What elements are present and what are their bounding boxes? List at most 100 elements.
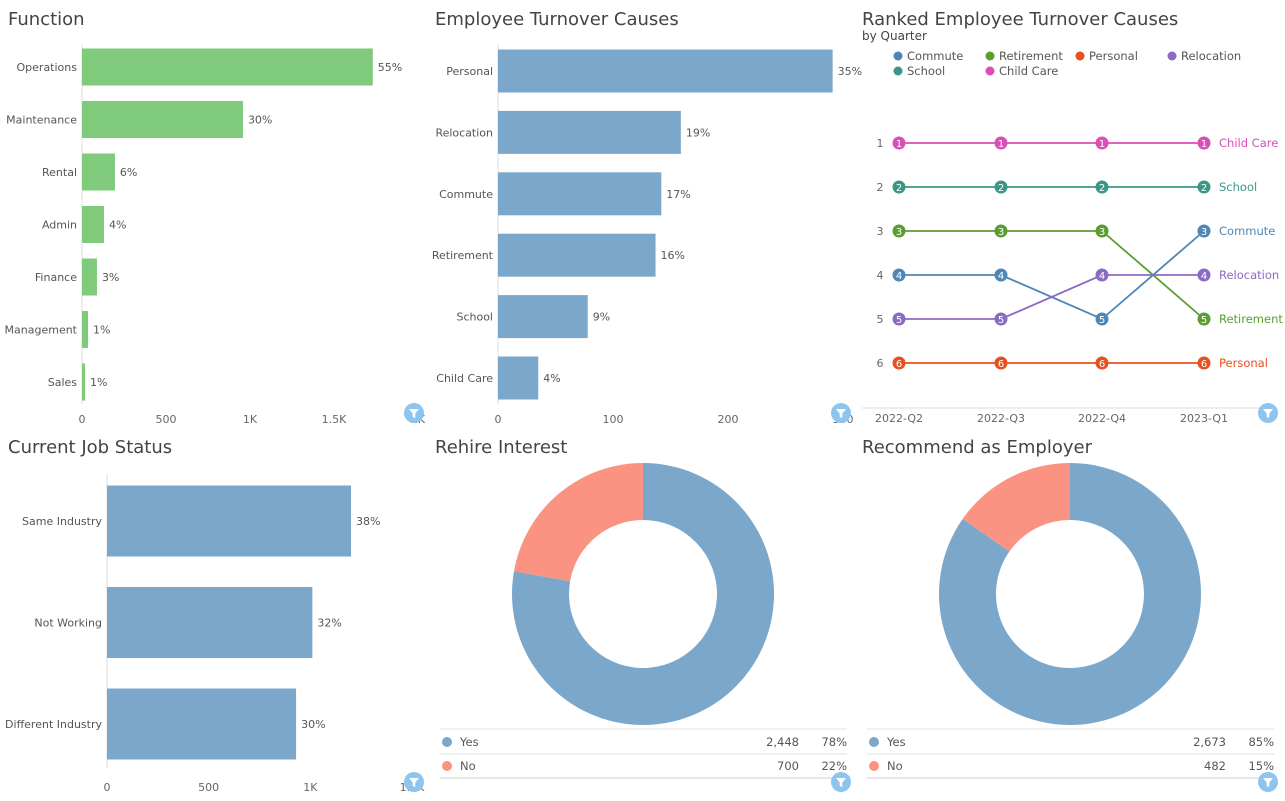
ranked-point[interactable] xyxy=(994,136,1008,150)
function-bar[interactable] xyxy=(82,363,86,401)
jobstatus-category-label: Same Industry xyxy=(22,515,102,528)
turnover-bar[interactable] xyxy=(498,110,681,154)
funnel-icon[interactable] xyxy=(409,778,419,787)
ranked-point[interactable] xyxy=(1197,180,1211,194)
ranked-line-relocation[interactable] xyxy=(899,274,1204,320)
function-category-label: Management xyxy=(5,324,78,337)
turnover-data-label: 19% xyxy=(686,126,710,139)
ranked-point[interactable] xyxy=(1095,312,1109,326)
jobstatus-data-label: 30% xyxy=(301,718,325,731)
funnel-icon[interactable] xyxy=(836,778,846,787)
legend-marker xyxy=(985,51,995,61)
recommend-legend-marker xyxy=(869,737,879,747)
ranked-point-label: 3 xyxy=(896,227,902,238)
function-bar[interactable] xyxy=(82,48,373,86)
legend-label: Child Care xyxy=(999,64,1058,78)
ranked-point[interactable] xyxy=(994,224,1008,238)
turnover-category-label: School xyxy=(456,311,493,324)
recommend-legend-pct: 15% xyxy=(1248,759,1274,773)
function-bar[interactable] xyxy=(82,311,89,348)
legend-label: Retirement xyxy=(999,49,1063,63)
ranked-point[interactable] xyxy=(1095,268,1109,282)
ranked-point-label: 1 xyxy=(1201,139,1207,150)
turnover-bar[interactable] xyxy=(498,356,539,400)
legend-marker xyxy=(893,51,903,61)
ranked-point[interactable] xyxy=(1095,356,1109,370)
legend-marker xyxy=(893,66,903,76)
turnover-bar[interactable] xyxy=(498,172,662,216)
ranked-point[interactable] xyxy=(892,356,906,370)
ranked-point[interactable] xyxy=(1095,136,1109,150)
turnover-data-label: 17% xyxy=(666,188,690,201)
ranked-point[interactable] xyxy=(1197,136,1211,150)
ranked-y-tick: 6 xyxy=(877,357,884,370)
function-category-label: Finance xyxy=(35,271,77,284)
rehire-slice-no[interactable] xyxy=(513,463,643,582)
ranked-point-label: 3 xyxy=(1201,227,1207,238)
turnover-category-label: Commute xyxy=(439,188,493,201)
rehire-legend-label: Yes xyxy=(459,735,479,749)
ranked-point[interactable] xyxy=(1197,312,1211,326)
funnel-icon[interactable] xyxy=(1263,778,1273,787)
ranked-point-label: 6 xyxy=(998,359,1004,370)
function-category-label: Sales xyxy=(48,376,78,389)
ranked-point-label: 4 xyxy=(1099,271,1105,282)
jobstatus-bar[interactable] xyxy=(107,485,351,557)
ranked-point[interactable] xyxy=(994,268,1008,282)
ranked-point[interactable] xyxy=(892,136,906,150)
ranked-end-label: School xyxy=(1219,180,1257,194)
ranked-point[interactable] xyxy=(994,356,1008,370)
ranked-point[interactable] xyxy=(994,180,1008,194)
ranked-point[interactable] xyxy=(892,180,906,194)
function-bar[interactable] xyxy=(82,206,105,243)
ranked-point[interactable] xyxy=(892,268,906,282)
function-x-tick: 500 xyxy=(156,413,177,426)
turnover-data-label: 9% xyxy=(593,311,610,324)
ranked-end-label: Retirement xyxy=(1219,312,1283,326)
turnover-bar[interactable] xyxy=(498,233,656,277)
ranked-point-label: 2 xyxy=(896,183,902,194)
recommend-slice-no[interactable] xyxy=(962,463,1070,552)
rehire-slice-yes[interactable] xyxy=(512,463,775,725)
recommend-legend-label: No xyxy=(887,759,903,773)
ranked-point[interactable] xyxy=(1197,268,1211,282)
ranked-point[interactable] xyxy=(1095,180,1109,194)
ranked-point-label: 5 xyxy=(1099,315,1105,326)
chart-title-turnover: Employee Turnover Causes xyxy=(435,9,679,30)
function-bar[interactable] xyxy=(82,101,243,138)
turnover-bar[interactable] xyxy=(498,295,588,339)
function-data-label: 4% xyxy=(109,219,126,232)
ranked-point-label: 3 xyxy=(1099,227,1105,238)
jobstatus-bar[interactable] xyxy=(107,688,297,760)
chart-subtitle-ranked: by Quarter xyxy=(862,29,927,43)
ranked-x-tick: 2022-Q3 xyxy=(977,412,1025,425)
rehire-legend-marker xyxy=(442,737,452,747)
ranked-point[interactable] xyxy=(892,224,906,238)
function-bar[interactable] xyxy=(82,153,115,191)
recommend-legend-marker xyxy=(869,761,879,771)
legend-label: Commute xyxy=(907,49,963,63)
ranked-point[interactable] xyxy=(994,312,1008,326)
legend-marker xyxy=(1075,51,1085,61)
ranked-point[interactable] xyxy=(1095,224,1109,238)
funnel-icon[interactable] xyxy=(836,409,846,418)
jobstatus-x-tick: 500 xyxy=(198,781,219,794)
ranked-point-label: 4 xyxy=(998,271,1004,282)
turnover-bar[interactable] xyxy=(498,49,833,93)
legend-marker xyxy=(985,66,995,76)
funnel-icon[interactable] xyxy=(409,409,419,418)
recommend-legend-value: 482 xyxy=(1204,759,1226,773)
function-x-tick: 1K xyxy=(243,413,258,426)
ranked-point[interactable] xyxy=(892,312,906,326)
ranked-end-label: Personal xyxy=(1219,356,1268,370)
recommend-slice-yes[interactable] xyxy=(938,463,1201,726)
funnel-icon[interactable] xyxy=(1263,409,1273,418)
jobstatus-bar[interactable] xyxy=(107,587,313,658)
rehire-legend-label: No xyxy=(460,759,476,773)
function-bar[interactable] xyxy=(82,258,97,296)
ranked-point[interactable] xyxy=(1197,356,1211,370)
ranked-point-label: 3 xyxy=(998,227,1004,238)
function-x-tick: 0 xyxy=(79,413,86,426)
ranked-point[interactable] xyxy=(1197,224,1211,238)
